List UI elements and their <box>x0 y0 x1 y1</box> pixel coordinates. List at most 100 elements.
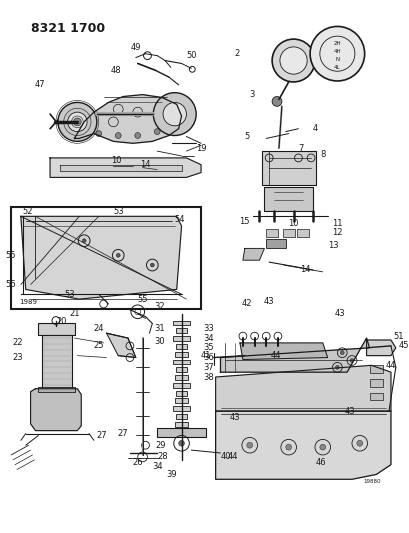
Bar <box>174 422 188 427</box>
Circle shape <box>279 47 306 74</box>
Bar <box>157 427 205 438</box>
Bar <box>297 229 308 237</box>
Bar <box>172 406 190 411</box>
Text: 55: 55 <box>137 295 148 304</box>
Text: 8321 1700: 8321 1700 <box>31 21 104 35</box>
Text: 10: 10 <box>288 219 298 228</box>
Text: 49: 49 <box>130 43 141 52</box>
Text: 32: 32 <box>153 302 164 311</box>
Polygon shape <box>106 333 135 358</box>
Polygon shape <box>50 158 200 177</box>
Polygon shape <box>21 216 181 299</box>
Bar <box>38 387 75 392</box>
Text: 31: 31 <box>154 324 164 333</box>
Text: 14: 14 <box>299 265 310 274</box>
Text: 2H: 2H <box>333 42 340 46</box>
Text: 10: 10 <box>111 156 121 165</box>
Circle shape <box>272 39 314 82</box>
Text: 51: 51 <box>392 332 402 341</box>
Text: 13: 13 <box>327 241 337 250</box>
Text: 12: 12 <box>332 229 342 237</box>
Polygon shape <box>242 248 264 260</box>
Bar <box>172 359 190 365</box>
Bar <box>172 320 190 326</box>
Circle shape <box>309 27 364 81</box>
Text: 52: 52 <box>23 207 33 216</box>
Bar <box>264 187 312 212</box>
Circle shape <box>73 118 81 126</box>
Text: 22: 22 <box>12 338 23 348</box>
Circle shape <box>349 359 353 362</box>
Text: 36: 36 <box>202 353 213 362</box>
Text: 43: 43 <box>229 414 240 423</box>
Text: 53: 53 <box>112 207 123 216</box>
Bar <box>11 207 200 309</box>
Text: 19: 19 <box>196 144 206 152</box>
Bar <box>175 367 187 372</box>
Circle shape <box>67 112 87 132</box>
Text: 4H: 4H <box>333 49 340 54</box>
Text: 43: 43 <box>263 296 274 305</box>
Circle shape <box>335 365 339 369</box>
Circle shape <box>153 93 196 135</box>
Bar <box>369 379 382 387</box>
Circle shape <box>319 444 325 450</box>
Text: 14: 14 <box>140 160 151 169</box>
Circle shape <box>163 102 186 126</box>
Text: 19880: 19880 <box>363 479 380 484</box>
Bar <box>172 336 190 341</box>
Text: 21: 21 <box>69 309 79 318</box>
Bar <box>172 383 190 387</box>
Circle shape <box>135 133 140 139</box>
Text: 15: 15 <box>238 217 249 225</box>
Polygon shape <box>215 411 390 479</box>
Bar <box>38 324 75 335</box>
Bar <box>175 344 187 349</box>
Circle shape <box>96 131 101 136</box>
Text: 35: 35 <box>202 343 213 352</box>
Text: 30: 30 <box>154 336 164 345</box>
Text: 1989: 1989 <box>19 299 37 305</box>
Polygon shape <box>215 365 390 411</box>
Text: 5: 5 <box>244 132 249 141</box>
Circle shape <box>272 96 281 106</box>
Circle shape <box>150 263 154 267</box>
Text: 29: 29 <box>155 441 165 450</box>
Bar <box>369 365 382 373</box>
Text: 40: 40 <box>220 453 230 462</box>
Bar <box>42 335 71 389</box>
Text: 7: 7 <box>298 144 303 152</box>
Circle shape <box>58 102 97 141</box>
Text: 48: 48 <box>111 66 121 75</box>
Text: 55: 55 <box>5 251 16 260</box>
Text: 38: 38 <box>202 373 213 382</box>
Text: 23: 23 <box>12 353 23 362</box>
Text: 11: 11 <box>332 219 342 228</box>
Bar <box>175 391 187 395</box>
Text: 39: 39 <box>166 470 177 479</box>
Text: 4: 4 <box>312 124 317 133</box>
Circle shape <box>178 440 184 446</box>
Circle shape <box>356 440 362 446</box>
Bar <box>175 414 187 419</box>
Bar <box>175 328 187 333</box>
Text: 56: 56 <box>5 280 16 289</box>
Text: 33: 33 <box>202 324 213 333</box>
Text: 43: 43 <box>344 407 355 416</box>
Text: 45: 45 <box>398 341 408 350</box>
Text: 50: 50 <box>186 51 196 60</box>
Circle shape <box>339 351 343 354</box>
Bar <box>369 393 382 400</box>
Text: 20: 20 <box>56 317 67 326</box>
Text: 8: 8 <box>320 150 326 159</box>
Polygon shape <box>220 338 369 372</box>
Text: 3: 3 <box>249 90 254 99</box>
Text: 43: 43 <box>334 309 345 318</box>
Text: 54: 54 <box>174 215 185 224</box>
Text: 44: 44 <box>270 351 281 360</box>
Text: 27: 27 <box>117 429 128 438</box>
Circle shape <box>246 442 252 448</box>
Bar <box>262 151 315 185</box>
Text: 44: 44 <box>385 361 396 370</box>
Text: 26: 26 <box>132 458 143 467</box>
